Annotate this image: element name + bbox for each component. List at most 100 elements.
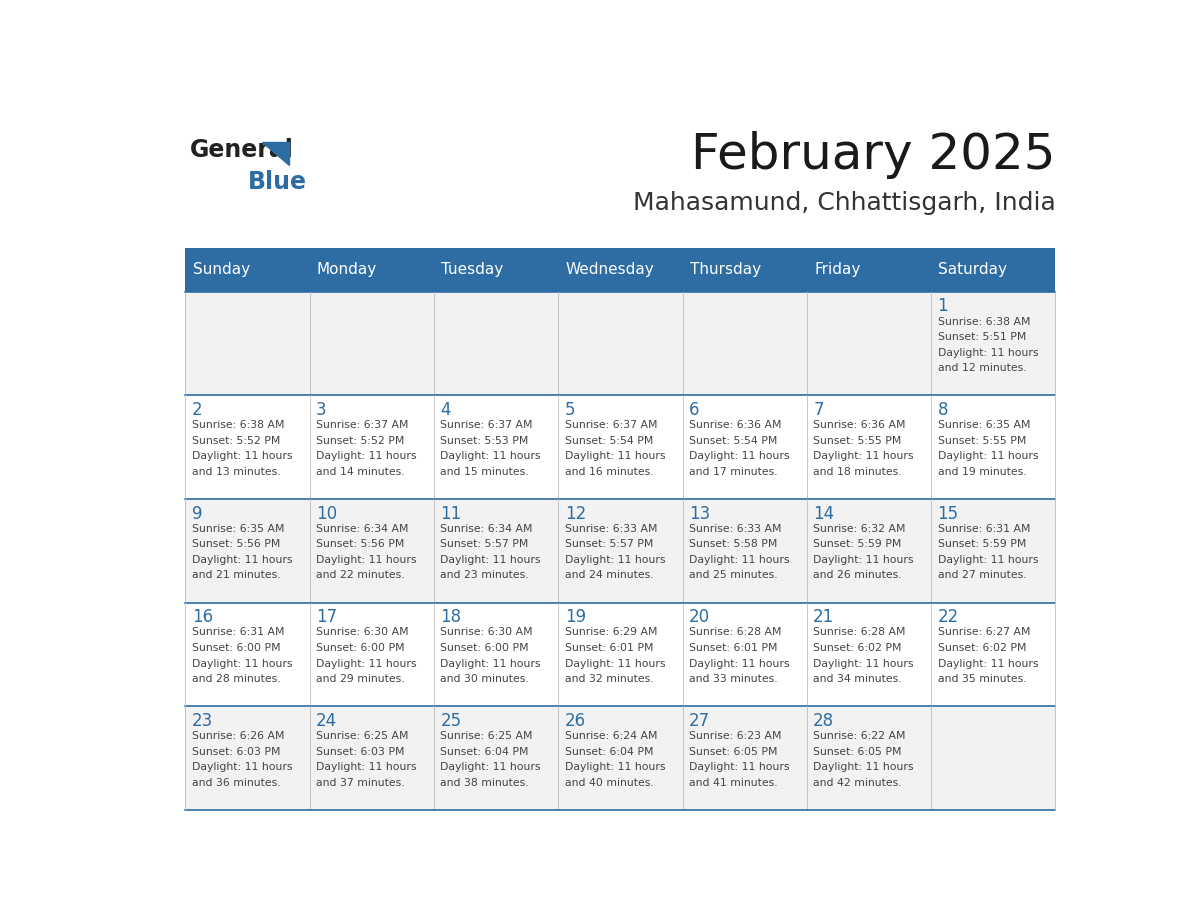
Text: Daylight: 11 hours: Daylight: 11 hours (191, 762, 292, 772)
Text: Sunset: 6:03 PM: Sunset: 6:03 PM (316, 746, 405, 756)
Text: Daylight: 11 hours: Daylight: 11 hours (937, 658, 1038, 668)
Text: and 15 minutes.: and 15 minutes. (441, 467, 529, 476)
Text: Sunset: 5:57 PM: Sunset: 5:57 PM (441, 540, 529, 549)
Text: Sunrise: 6:37 AM: Sunrise: 6:37 AM (316, 420, 409, 431)
Text: Daylight: 11 hours: Daylight: 11 hours (441, 658, 541, 668)
Text: 8: 8 (937, 401, 948, 420)
Text: Monday: Monday (317, 263, 378, 277)
Text: 24: 24 (316, 712, 337, 730)
Text: 13: 13 (689, 505, 710, 522)
Text: Daylight: 11 hours: Daylight: 11 hours (689, 452, 790, 461)
Text: Sunset: 5:51 PM: Sunset: 5:51 PM (937, 332, 1026, 342)
Text: 25: 25 (441, 712, 461, 730)
Text: 5: 5 (564, 401, 575, 420)
Text: Sunrise: 6:22 AM: Sunrise: 6:22 AM (814, 731, 905, 741)
Text: February 2025: February 2025 (691, 131, 1055, 179)
Text: Thursday: Thursday (690, 263, 762, 277)
Text: Sunset: 5:58 PM: Sunset: 5:58 PM (689, 540, 777, 549)
Text: and 42 minutes.: and 42 minutes. (814, 778, 902, 788)
Text: Daylight: 11 hours: Daylight: 11 hours (937, 554, 1038, 565)
Text: Sunset: 6:04 PM: Sunset: 6:04 PM (564, 746, 653, 756)
Text: Sunset: 5:56 PM: Sunset: 5:56 PM (316, 540, 404, 549)
Text: Sunset: 5:59 PM: Sunset: 5:59 PM (814, 540, 902, 549)
Bar (185, 706, 1055, 810)
Text: and 14 minutes.: and 14 minutes. (316, 467, 405, 476)
Text: and 28 minutes.: and 28 minutes. (191, 674, 280, 684)
Text: and 34 minutes.: and 34 minutes. (814, 674, 902, 684)
Bar (185, 396, 1055, 499)
Text: Sunset: 6:02 PM: Sunset: 6:02 PM (814, 643, 902, 653)
Text: 22: 22 (937, 609, 959, 626)
Text: 28: 28 (814, 712, 834, 730)
Text: Sunrise: 6:24 AM: Sunrise: 6:24 AM (564, 731, 657, 741)
Text: and 38 minutes.: and 38 minutes. (441, 778, 529, 788)
Text: Daylight: 11 hours: Daylight: 11 hours (564, 658, 665, 668)
Text: Sunset: 6:00 PM: Sunset: 6:00 PM (441, 643, 529, 653)
Text: and 33 minutes.: and 33 minutes. (689, 674, 778, 684)
Text: Daylight: 11 hours: Daylight: 11 hours (316, 452, 417, 461)
Text: 16: 16 (191, 609, 213, 626)
Text: and 18 minutes.: and 18 minutes. (814, 467, 902, 476)
Text: and 26 minutes.: and 26 minutes. (814, 570, 902, 580)
Text: and 16 minutes.: and 16 minutes. (564, 467, 653, 476)
Text: Daylight: 11 hours: Daylight: 11 hours (689, 658, 790, 668)
Text: and 40 minutes.: and 40 minutes. (564, 778, 653, 788)
Text: Sunrise: 6:33 AM: Sunrise: 6:33 AM (564, 524, 657, 533)
Text: 9: 9 (191, 505, 202, 522)
Text: 1: 1 (937, 297, 948, 316)
Text: Mahasamund, Chhattisgarh, India: Mahasamund, Chhattisgarh, India (633, 192, 1055, 216)
Text: and 32 minutes.: and 32 minutes. (564, 674, 653, 684)
Text: Sunset: 5:54 PM: Sunset: 5:54 PM (564, 436, 653, 446)
Text: and 36 minutes.: and 36 minutes. (191, 778, 280, 788)
Text: Sunrise: 6:36 AM: Sunrise: 6:36 AM (689, 420, 782, 431)
Text: 4: 4 (441, 401, 451, 420)
Text: and 25 minutes.: and 25 minutes. (689, 570, 778, 580)
Text: Friday: Friday (814, 263, 860, 277)
Text: 19: 19 (564, 609, 586, 626)
Text: and 27 minutes.: and 27 minutes. (937, 570, 1026, 580)
Text: and 19 minutes.: and 19 minutes. (937, 467, 1026, 476)
Text: 12: 12 (564, 505, 586, 522)
Text: 15: 15 (937, 505, 959, 522)
Text: Daylight: 11 hours: Daylight: 11 hours (441, 762, 541, 772)
Text: 21: 21 (814, 609, 834, 626)
Bar (185, 603, 1055, 706)
Text: Sunrise: 6:28 AM: Sunrise: 6:28 AM (814, 627, 905, 637)
Text: and 37 minutes.: and 37 minutes. (316, 778, 405, 788)
Text: 2: 2 (191, 401, 202, 420)
Text: Daylight: 11 hours: Daylight: 11 hours (316, 658, 417, 668)
Text: Sunset: 5:52 PM: Sunset: 5:52 PM (316, 436, 404, 446)
Text: Daylight: 11 hours: Daylight: 11 hours (316, 554, 417, 565)
Text: Daylight: 11 hours: Daylight: 11 hours (441, 452, 541, 461)
Text: Daylight: 11 hours: Daylight: 11 hours (937, 452, 1038, 461)
Text: Sunrise: 6:38 AM: Sunrise: 6:38 AM (191, 420, 284, 431)
Text: Sunrise: 6:26 AM: Sunrise: 6:26 AM (191, 731, 284, 741)
Text: Daylight: 11 hours: Daylight: 11 hours (689, 554, 790, 565)
Text: Sunrise: 6:23 AM: Sunrise: 6:23 AM (689, 731, 782, 741)
Text: 6: 6 (689, 401, 700, 420)
Text: Sunrise: 6:37 AM: Sunrise: 6:37 AM (564, 420, 657, 431)
Text: and 12 minutes.: and 12 minutes. (937, 364, 1026, 374)
Bar (185, 292, 1055, 396)
Text: Sunrise: 6:33 AM: Sunrise: 6:33 AM (689, 524, 782, 533)
Text: Sunset: 6:01 PM: Sunset: 6:01 PM (689, 643, 777, 653)
Text: Sunset: 5:54 PM: Sunset: 5:54 PM (689, 436, 777, 446)
Text: Daylight: 11 hours: Daylight: 11 hours (814, 452, 914, 461)
Text: and 13 minutes.: and 13 minutes. (191, 467, 280, 476)
Text: and 21 minutes.: and 21 minutes. (191, 570, 280, 580)
Text: Sunset: 6:05 PM: Sunset: 6:05 PM (814, 746, 902, 756)
Text: Sunset: 6:00 PM: Sunset: 6:00 PM (316, 643, 405, 653)
Text: Sunrise: 6:27 AM: Sunrise: 6:27 AM (937, 627, 1030, 637)
Text: 26: 26 (564, 712, 586, 730)
Text: and 41 minutes.: and 41 minutes. (689, 778, 778, 788)
Text: Daylight: 11 hours: Daylight: 11 hours (191, 658, 292, 668)
Text: and 22 minutes.: and 22 minutes. (316, 570, 405, 580)
Text: Sunrise: 6:25 AM: Sunrise: 6:25 AM (441, 731, 533, 741)
Text: Sunset: 6:04 PM: Sunset: 6:04 PM (441, 746, 529, 756)
Text: Saturday: Saturday (939, 263, 1007, 277)
Text: Sunset: 6:05 PM: Sunset: 6:05 PM (689, 746, 777, 756)
Text: General: General (190, 139, 293, 162)
Polygon shape (261, 142, 290, 165)
Text: Daylight: 11 hours: Daylight: 11 hours (814, 554, 914, 565)
Text: 10: 10 (316, 505, 337, 522)
